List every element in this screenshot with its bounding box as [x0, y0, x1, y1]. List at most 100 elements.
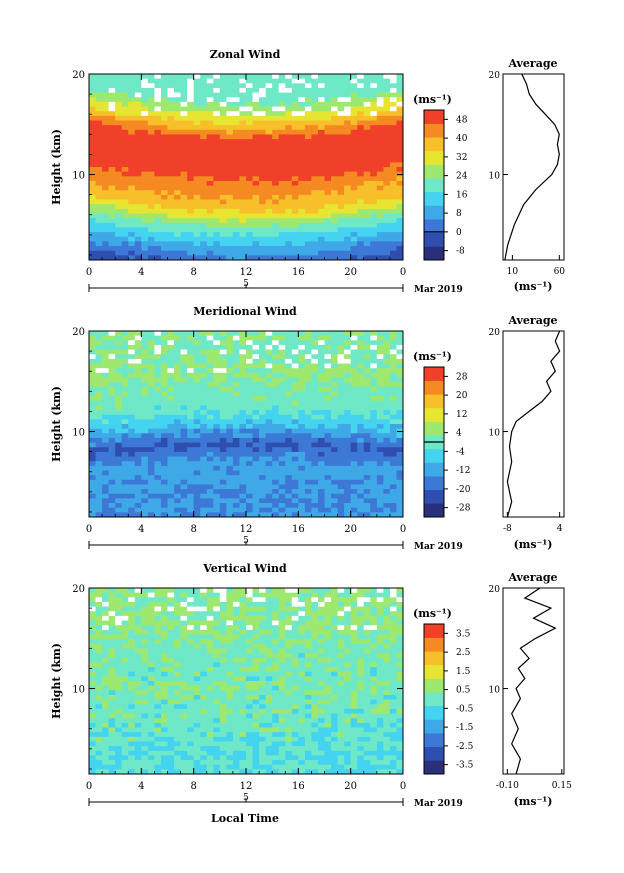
heatmap-cell [167, 153, 175, 159]
heatmap-cell [174, 227, 181, 233]
heatmap-cell [180, 447, 188, 453]
heatmap-cell [154, 87, 162, 93]
heatmap-cell [259, 419, 267, 425]
heatmap-cell [134, 498, 142, 504]
heatmap-cell [317, 87, 325, 93]
heatmap-cell [291, 218, 299, 224]
heatmap-cell [259, 437, 267, 443]
heatmap-cell [291, 241, 299, 247]
heatmap-cell [357, 507, 365, 513]
heatmap-cell [180, 755, 188, 761]
heatmap-cell [298, 382, 306, 388]
heatmap-cell [298, 456, 306, 462]
heatmap-cell [291, 176, 299, 182]
heatmap-cell [396, 236, 404, 242]
heatmap-cell [115, 671, 123, 677]
heatmap-cell [180, 493, 188, 499]
heatmap-cell [147, 410, 155, 416]
heatmap-cell [160, 760, 168, 766]
heatmap-cell [285, 148, 293, 154]
heatmap-cell [213, 727, 221, 733]
heatmap-cell [350, 246, 358, 252]
heatmap-cell [121, 129, 129, 135]
heatmap-cell [180, 461, 188, 467]
heatmap-cell [213, 227, 221, 233]
date-axis: 5 [88, 279, 404, 292]
heatmap-cell [389, 78, 397, 84]
heatmap-cell [272, 222, 280, 228]
heatmap-cell [383, 190, 391, 196]
heatmap-cell [246, 386, 253, 392]
heatmap-cell [265, 101, 273, 107]
heatmap-cell [167, 643, 175, 649]
heatmap-cell [285, 437, 293, 443]
heatmap-cell [311, 120, 319, 126]
heatmap-cell [160, 391, 168, 397]
heatmap-cell [226, 489, 234, 495]
heatmap-cell [396, 377, 404, 383]
heatmap-cell [206, 372, 214, 378]
heatmap-cell [128, 190, 136, 196]
heatmap-cell [141, 601, 149, 607]
heatmap-cell [389, 498, 397, 504]
heatmap-cell [128, 232, 136, 238]
heatmap-cell [154, 396, 162, 402]
heatmap-cell [213, 340, 221, 346]
heatmap-cell [206, 92, 214, 98]
heatmap-cell [134, 760, 142, 766]
heatmap-cell [396, 125, 404, 131]
heatmap-cell [272, 414, 280, 420]
heatmap-cell [167, 372, 175, 378]
heatmap-cell [363, 433, 371, 439]
heatmap-cell [226, 755, 234, 761]
heatmap-cell [193, 736, 201, 742]
heatmap-cell [337, 246, 345, 252]
heatmap-cell [187, 120, 195, 126]
heatmap-cell [259, 475, 267, 481]
heatmap-cell [337, 461, 345, 467]
heatmap-cell [219, 653, 227, 659]
heatmap-cell [187, 391, 195, 397]
heatmap-cell [383, 153, 391, 159]
heatmap-cell [115, 657, 123, 663]
heatmap-cell [115, 335, 123, 341]
heatmap-cell [187, 433, 195, 439]
heatmap-cell [102, 386, 110, 392]
heatmap-cell [89, 704, 96, 710]
heatmap-cell [154, 204, 162, 210]
heatmap-cell [285, 363, 293, 369]
heatmap-cell [95, 419, 103, 425]
heatmap-cell [89, 456, 96, 462]
heatmap-cell [350, 213, 358, 219]
heatmap-cell [226, 246, 234, 252]
heatmap-cell [102, 377, 110, 383]
heatmap-cell [265, 465, 273, 471]
heatmap-cell [128, 208, 136, 214]
heatmap-cell [134, 358, 142, 364]
heatmap-cell [311, 101, 319, 107]
heatmap-cell [154, 391, 162, 397]
heatmap-cell [160, 372, 168, 378]
heatmap-cell [331, 194, 338, 200]
heatmap-cell [285, 236, 293, 242]
heatmap-cell [370, 419, 378, 425]
heatmap-cell [174, 489, 181, 495]
heatmap-cell [324, 428, 332, 434]
heatmap-cell [187, 232, 195, 238]
heatmap-cell [193, 396, 201, 402]
heatmap-cell [180, 176, 188, 182]
heatmap-cell [226, 428, 234, 434]
heatmap-cell [128, 162, 136, 168]
heatmap-cell [344, 180, 352, 186]
heatmap-cell [108, 764, 116, 770]
heatmap-cell [265, 428, 273, 434]
heatmap-cell [317, 331, 325, 337]
heatmap-cell [272, 433, 280, 439]
heatmap-cell [376, 493, 384, 499]
heatmap-cell [344, 194, 352, 200]
heatmap-cell [239, 236, 247, 242]
heatmap-cell [232, 363, 240, 369]
heatmap-cell [363, 157, 371, 163]
heatmap-cell [304, 111, 312, 117]
heatmap-cell [147, 690, 155, 696]
